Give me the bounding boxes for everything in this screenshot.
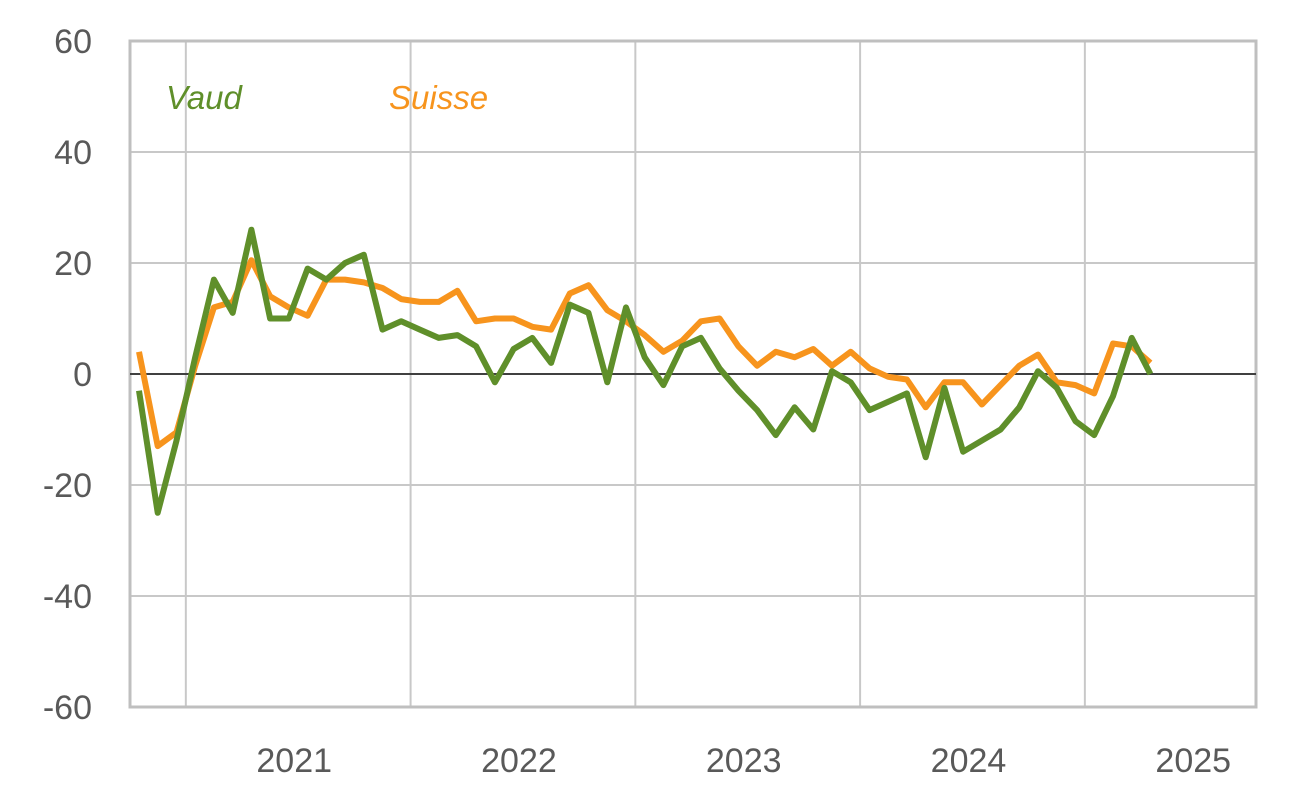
x-axis-ticks: 2021 2022 2023 2024 2025: [256, 742, 1231, 780]
axes: [128, 39, 1258, 709]
y-axis-ticks: 60 40 20 0 -20 -40 -60: [43, 23, 92, 727]
x-tick-label: 2021: [256, 742, 332, 780]
x-tick-label: 2025: [1155, 742, 1231, 780]
legend: Vaud Suisse: [166, 79, 488, 116]
series-lines: [136, 226, 1154, 516]
series-line-vaud: [136, 226, 1154, 516]
legend-label-vaud: Vaud: [166, 79, 243, 116]
legend-label-suisse: Suisse: [389, 79, 488, 116]
x-tick-label: 2024: [931, 742, 1007, 780]
x-tick-label: 2022: [481, 742, 557, 780]
series-line-suisse: [136, 257, 1153, 450]
y-tick-label: -60: [43, 689, 92, 727]
y-tick-label: 60: [54, 23, 92, 61]
x-tick-label: 2023: [706, 742, 782, 780]
y-tick-label: -20: [43, 467, 92, 505]
y-tick-label: 0: [73, 356, 92, 394]
y-tick-label: 40: [54, 134, 92, 172]
y-tick-label: -40: [43, 578, 92, 616]
y-tick-label: 20: [54, 245, 92, 283]
